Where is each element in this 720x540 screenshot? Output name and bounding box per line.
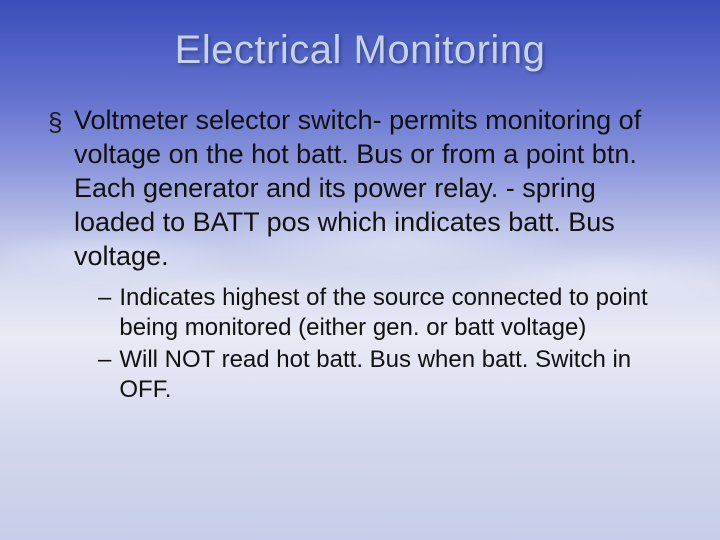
bullet-l2-text: Indicates highest of the source connecte…: [119, 283, 676, 343]
bullet-l1-marker: §: [48, 105, 62, 139]
bullet-l2-text: Will NOT read hot batt. Bus when batt. S…: [119, 345, 676, 405]
slide-title: Electrical Monitoring: [44, 28, 676, 73]
bullet-l2-marker: –: [98, 345, 111, 375]
bullet-level1: § Voltmeter selector switch- permits mon…: [48, 103, 676, 273]
bullet-level2: – Indicates highest of the source connec…: [98, 283, 676, 343]
slide: Electrical Monitoring § Voltmeter select…: [0, 0, 720, 540]
bullet-level2: – Will NOT read hot batt. Bus when batt.…: [98, 345, 676, 405]
bullet-l2-marker: –: [98, 283, 111, 313]
sub-bullet-list: – Indicates highest of the source connec…: [98, 283, 676, 405]
bullet-l1-text: Voltmeter selector switch- permits monit…: [74, 103, 676, 273]
